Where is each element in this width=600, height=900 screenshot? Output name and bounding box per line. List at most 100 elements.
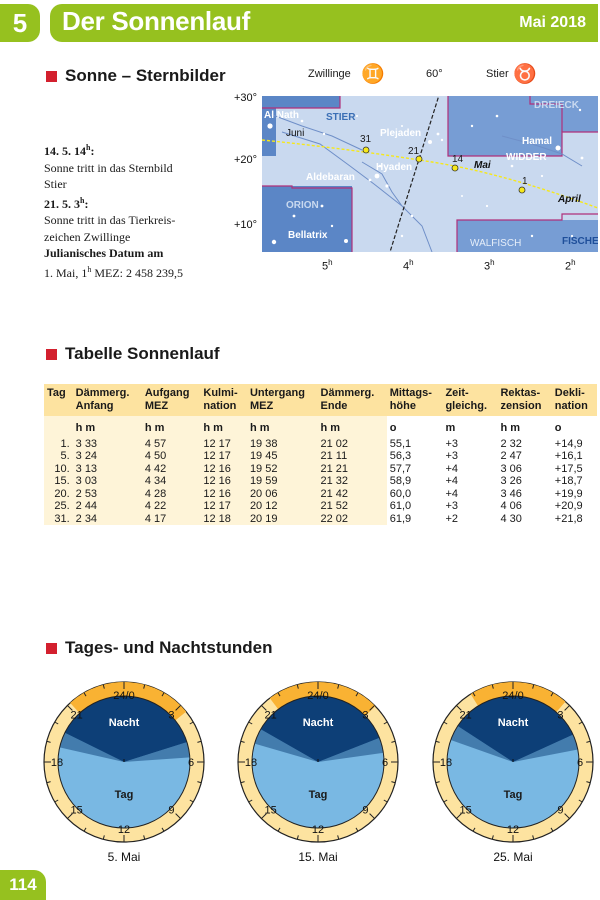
table-cell: 4 50: [141, 450, 201, 463]
entry-text: Sonne tritt in das Tierkreis-: [44, 213, 176, 227]
hour-tick: [472, 827, 476, 832]
hour-tick: [532, 835, 535, 840]
table-cell: 21 42: [317, 487, 387, 500]
table-unit: h m: [141, 416, 201, 438]
table-cell: 61,9: [386, 512, 443, 525]
hour-label: 15: [70, 804, 82, 816]
hour-tick: [102, 684, 105, 689]
entry-date: 14. 5. 14h:: [44, 143, 95, 158]
hour-tick: [435, 781, 440, 784]
table-cell: 3 33: [72, 437, 142, 450]
hour-tick: [189, 721, 194, 725]
table-cell: 25.: [44, 500, 73, 513]
map-label: Al Nath: [264, 110, 299, 121]
section-marker-icon: [46, 70, 57, 82]
hour-tick: [391, 781, 396, 784]
ra-label: 2h: [565, 258, 576, 273]
hour-tick: [277, 692, 281, 697]
table-cell: 20.: [44, 487, 73, 500]
hour-tick: [83, 692, 87, 697]
table-cell: 3 03: [72, 475, 142, 488]
table-cell: 20 06: [246, 487, 318, 500]
hour-tick: [355, 692, 359, 697]
table-cell: +17,5: [551, 462, 597, 475]
chapter-number: 5: [0, 4, 40, 42]
hour-tick: [337, 684, 340, 689]
hour-tick: [277, 827, 281, 832]
hour-tick: [296, 684, 299, 689]
night-label: Nacht: [498, 717, 529, 729]
table-unit: h m: [72, 416, 142, 438]
star-map: Al Nath STIER Juni Plejaden Aldebaran Hy…: [262, 96, 598, 252]
night-label: Nacht: [109, 717, 140, 729]
table-cell: 19 52: [246, 462, 318, 475]
hour-label: 9: [168, 804, 174, 816]
day-night-clock: 24/0 3 6 9 12 15 18 21 Nacht Tag: [34, 672, 214, 852]
section-title: Tages- und Nachtstunden: [65, 638, 273, 657]
table-cell: 19 45: [246, 450, 318, 463]
hour-tick: [491, 835, 494, 840]
label-60deg: 60°: [426, 68, 443, 80]
hour-tick: [197, 740, 202, 743]
table-cell: 2 34: [72, 512, 142, 525]
table-cell: 58,9: [386, 475, 443, 488]
hour-tick: [143, 835, 146, 840]
day-label: Tag: [504, 789, 523, 801]
table-cell: 21 32: [317, 475, 387, 488]
hour-tick: [443, 721, 448, 725]
map-label: WALFISCH: [470, 238, 522, 249]
table-cell: 4 42: [141, 462, 201, 475]
day-disc-border: [446, 695, 580, 829]
table-cell: 4 57: [141, 437, 201, 450]
hour-tick: [369, 813, 375, 819]
table-cell: 12 16: [200, 462, 247, 475]
hour-tick: [586, 740, 591, 743]
table-row: 10. 3 13 4 42 12 16 19 52 21 21 57,7 +4 3 06 +17,…: [44, 462, 597, 475]
section-tages-nachtstunden: Tages- und Nachtstunden: [46, 638, 272, 658]
table-cell: +14,9: [551, 437, 597, 450]
table-header: Zeit-gleichg.: [445, 387, 487, 412]
hour-tick: [261, 813, 267, 819]
sun-day-label: 21: [408, 146, 420, 157]
star-map-graphic: [262, 96, 598, 252]
section-sonne-sternbilder: Sonne – Sternbilder: [46, 66, 226, 86]
clock-caption: 25. Mai: [493, 850, 533, 864]
sun-constellation-info: 14. 5. 14h: Sonne tritt in das Sternbild…: [44, 140, 224, 281]
dec-label: +30°: [234, 92, 258, 104]
table-cell: 21 11: [317, 450, 387, 463]
hour-tick: [143, 684, 146, 689]
hour-label: 18: [245, 757, 257, 769]
table-cell: +3: [442, 500, 498, 513]
julian-label: Julianisches Datum am: [44, 246, 164, 260]
label-stier: Stier: [486, 68, 509, 80]
table-unit: o: [386, 416, 443, 438]
table-cell: +19,9: [551, 487, 597, 500]
hour-label: 15: [264, 804, 276, 816]
hour-tick: [564, 705, 570, 711]
table-cell: 12 18: [200, 512, 247, 525]
hour-tick: [355, 827, 359, 832]
hour-tick: [161, 692, 165, 697]
map-label: April: [558, 194, 581, 205]
hour-label: 21: [70, 710, 82, 722]
julian-value: 1. Mai, 1h MEZ: 2 458 239,5: [44, 264, 184, 280]
page-title: Der Sonnenlauf: [62, 6, 250, 36]
table-cell: +3: [442, 450, 498, 463]
table-cell: 21 21: [317, 462, 387, 475]
table-cell: +20,9: [551, 500, 597, 513]
hour-label: 3: [362, 710, 368, 722]
night-sector: [457, 696, 574, 762]
table-cell: +4: [442, 487, 498, 500]
hour-tick: [240, 740, 245, 743]
hour-tick: [550, 827, 554, 832]
table-row: 31. 2 34 4 17 12 18 20 19 22 02 61,9 +2 4 30 +21,…: [44, 512, 597, 525]
hour-tick: [491, 684, 494, 689]
table-cell: +4: [442, 462, 498, 475]
table-cell: 20 12: [246, 500, 318, 513]
hour-label: 6: [577, 757, 583, 769]
hour-label: 24/0: [307, 690, 328, 702]
map-label: Hamal: [522, 136, 553, 147]
map-label: Plejaden: [380, 128, 422, 139]
hour-label: 12: [312, 824, 324, 836]
hour-tick: [54, 799, 59, 803]
